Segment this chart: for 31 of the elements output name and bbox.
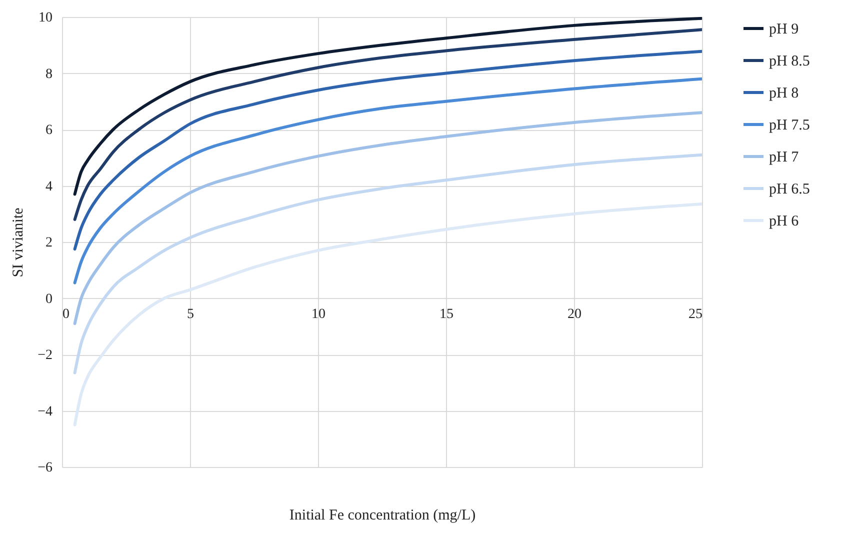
y-tick-label: −4 [38, 404, 52, 420]
line-series [73, 153, 702, 374]
y-tick-label: 8 [46, 66, 52, 82]
y-tick-label: 2 [46, 236, 52, 250]
x-tick-label: 0 [62, 306, 70, 322]
x-tick-label: 25 [688, 306, 702, 322]
x-tick-label: 20 [568, 306, 582, 322]
y-tick-label: 10 [38, 10, 52, 26]
legend-label: pH 6 [769, 214, 800, 230]
legend-label: pH 7.5 [769, 118, 810, 134]
legend-label: pH 8.5 [769, 54, 810, 70]
line-series [73, 17, 702, 196]
y-tick-label: −6 [38, 460, 52, 476]
y-tick-label: 4 [46, 179, 52, 194]
y-tick-label: 0 [46, 292, 52, 307]
line-series [73, 77, 702, 284]
x-tick-label: 15 [440, 306, 454, 322]
legend-label: pH 7 [769, 150, 800, 166]
y-axis-title: SI vivianite [10, 207, 27, 278]
y-tick-label: −2 [38, 348, 52, 363]
y-tick-label: 6 [46, 123, 52, 138]
x-axis-title: Initial Fe concentration (mg/L) [289, 508, 476, 524]
legend-label: pH 8 [769, 86, 799, 102]
line-series [73, 28, 702, 221]
legend-label: pH 9 [769, 22, 799, 38]
x-tick-label: 10 [312, 306, 326, 322]
legend-label: pH 6.5 [769, 182, 810, 198]
line-series [73, 50, 702, 251]
line-series [73, 111, 702, 326]
line-series [73, 202, 702, 426]
x-tick-label: 5 [187, 306, 194, 322]
